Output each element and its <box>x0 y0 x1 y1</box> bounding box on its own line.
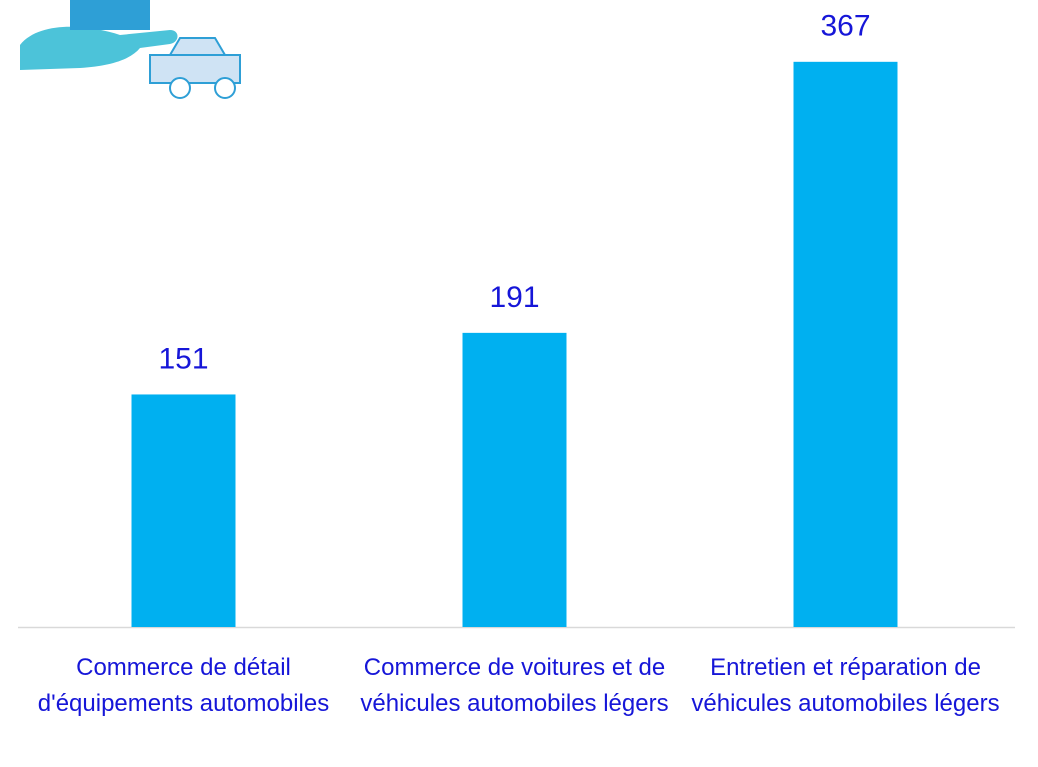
logo-people <box>70 0 150 30</box>
bar <box>462 332 567 627</box>
value-label: 191 <box>489 281 539 314</box>
bar <box>131 394 236 627</box>
value-label: 367 <box>820 10 870 43</box>
logo-car <box>149 54 241 84</box>
logo-hand <box>20 26 178 70</box>
logo-wheel <box>169 77 191 99</box>
bar <box>793 61 898 627</box>
x-tick-label: Entretien et réparation de véhicules aut… <box>691 654 1000 717</box>
logo-car-top <box>168 37 227 56</box>
value-label: 151 <box>158 342 208 375</box>
logo-wheel <box>214 77 236 99</box>
x-tick-label: Commerce de voitures et de véhicules aut… <box>360 654 669 717</box>
logo <box>20 0 241 99</box>
x-tick-label: Commerce de détail d'équipements automob… <box>37 654 330 717</box>
